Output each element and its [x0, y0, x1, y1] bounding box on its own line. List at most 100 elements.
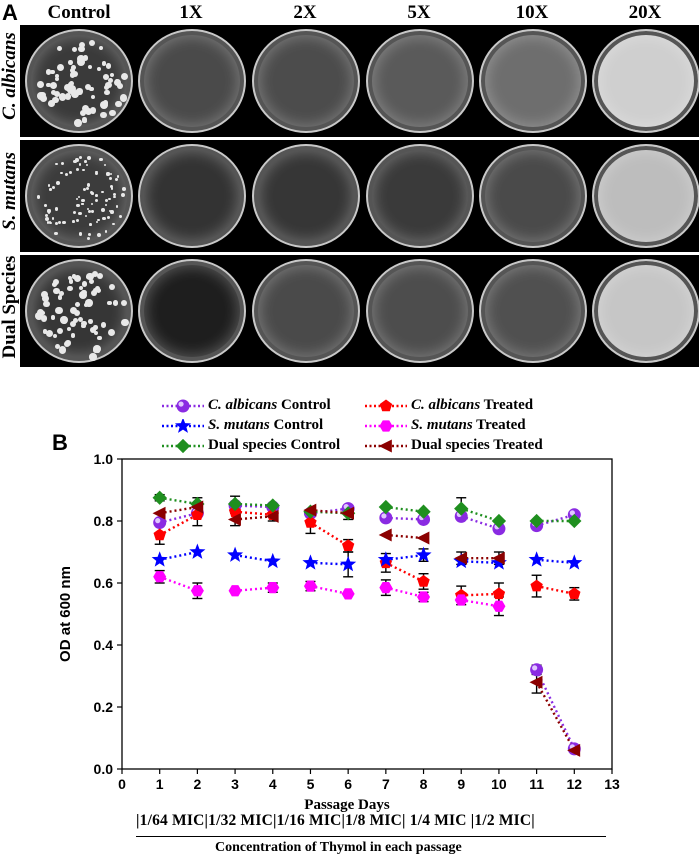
column-header-1x: 1X [179, 2, 203, 23]
column-header-control: Control [47, 2, 111, 23]
colony-dot [103, 74, 109, 80]
colony-dot [65, 340, 71, 346]
colony-dot [95, 221, 98, 224]
colony-dot [81, 198, 86, 203]
colony-dot [112, 300, 118, 306]
data-point [302, 554, 319, 570]
colony-dot [72, 220, 75, 223]
colony-dot [73, 159, 77, 164]
colony-dot [89, 353, 97, 361]
colony-dot [70, 333, 76, 338]
colony-dot [116, 175, 120, 178]
colony-dot [104, 89, 111, 96]
colony-dot [52, 96, 59, 104]
legend-label: Dual species Treated [411, 437, 543, 453]
legend-entry: C. albicans Treated [365, 397, 533, 414]
colony-dot [54, 162, 58, 166]
colony-dot [61, 162, 65, 166]
colony-dot [109, 283, 116, 290]
colony-dot [105, 63, 112, 69]
y-axis-label: OD at 600 nm [57, 566, 74, 662]
data-point [378, 499, 393, 515]
colony-dot [97, 232, 102, 237]
colony-dot [49, 221, 53, 225]
series-line [536, 558, 575, 565]
colony-dot [78, 156, 83, 160]
colony-dot [74, 302, 80, 308]
colony-dot [56, 64, 64, 72]
colony-dot [86, 273, 94, 281]
colony-dot [81, 320, 87, 326]
data-point [530, 579, 543, 592]
colony-dot [57, 221, 61, 225]
colony-dot [99, 111, 107, 119]
colony-dot [46, 82, 51, 88]
colony-dot [88, 223, 92, 226]
legend-entry: S. mutans Treated [365, 417, 526, 434]
colony-dot [105, 199, 109, 203]
colony-dot [107, 215, 111, 220]
colony-dot [48, 100, 55, 107]
data-point [454, 551, 468, 565]
colony-dot [89, 107, 96, 114]
colony-dot [88, 318, 94, 324]
colony-dot [78, 163, 82, 166]
colony-dot [96, 272, 104, 280]
colony-dot [54, 207, 59, 211]
petri-dish [252, 259, 360, 363]
colony-dot [75, 218, 79, 222]
column-header-10x: 10X [515, 2, 549, 23]
data-point [417, 591, 431, 603]
x-tick-label: 11 [529, 776, 544, 792]
colony-dot [75, 158, 79, 162]
data-point [416, 531, 430, 545]
x-tick-label: 9 [457, 776, 465, 792]
colony-dot [108, 328, 116, 337]
x-tick-label: 6 [344, 776, 352, 792]
colony-dot [54, 73, 60, 79]
concentration-divider [136, 836, 606, 837]
od-line-chart: 0 1 2 3 4 5 6 7 8 9 10 11 12 130.00.20.40.60.81.0Pass… [57, 451, 620, 813]
colony-dot [53, 287, 60, 294]
petri-dish-image [20, 25, 138, 137]
data-point [228, 585, 242, 597]
x-tick-label: 1 [156, 776, 164, 792]
colony-dot [114, 78, 120, 84]
colony-dot [61, 318, 67, 324]
data-point [528, 551, 545, 567]
x-tick-label: 2 [193, 776, 201, 792]
colony-dot [86, 156, 91, 161]
x-tick-label: 0 [118, 776, 126, 792]
legend-label: S. mutans Treated [411, 417, 526, 433]
data-point [491, 513, 507, 529]
colony-dot [120, 72, 128, 81]
series-line [234, 510, 273, 516]
legend-italic-text: C. albicans [208, 397, 278, 413]
colony-dot [110, 172, 113, 175]
colony-dot [108, 78, 114, 84]
petri-dish [252, 29, 360, 133]
colony-dot [54, 221, 58, 225]
colony-dot [64, 93, 72, 100]
colony-dot [84, 214, 88, 217]
legend-swatch [365, 419, 407, 432]
colony-dot [110, 186, 114, 190]
colony-dot [102, 100, 109, 106]
colony-dot [37, 81, 44, 88]
data-point [492, 600, 506, 612]
legend-entry: Dual species Treated [365, 437, 543, 454]
petri-dish-image [587, 255, 699, 367]
x-axis-label: Passage Days [304, 797, 390, 813]
series-line [461, 560, 499, 565]
colony-dot [54, 76, 59, 81]
data-point [567, 743, 581, 757]
petri-dish-image [474, 255, 592, 367]
data-point [152, 506, 166, 520]
concentration-labels: |1/64 MIC|1/32 MIC|1/16 MIC|1/8 MIC| 1/4… [136, 812, 535, 829]
colony-dot [78, 316, 84, 323]
colony-dot [51, 217, 54, 220]
colony-dot [94, 194, 98, 198]
colony-dot [54, 344, 60, 349]
colony-dot [112, 222, 115, 226]
colony-dot [117, 83, 123, 89]
